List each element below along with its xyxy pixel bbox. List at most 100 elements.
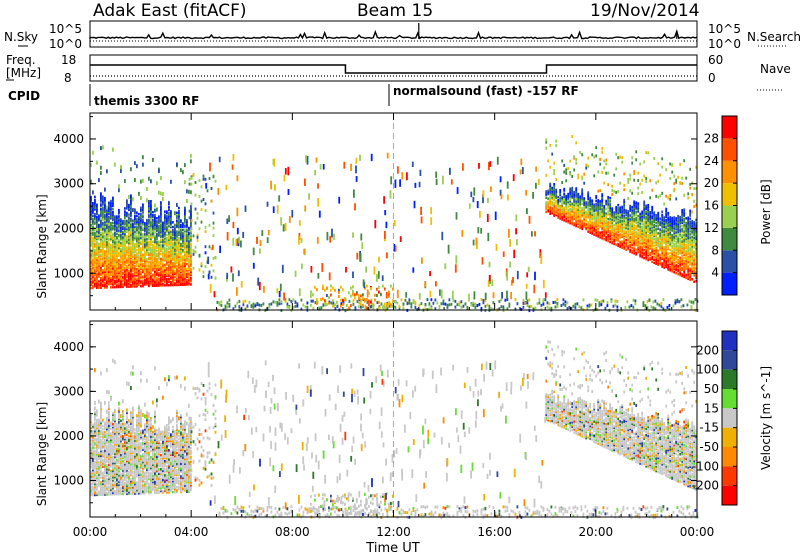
power-cell [625,239,628,242]
power-cell [565,195,568,198]
power-cell [535,166,537,172]
power-cell [128,274,130,277]
power-cell [92,217,94,221]
power-cell [625,221,628,225]
power-cell [623,206,626,210]
power-cell [563,206,566,210]
power-cell [595,223,598,226]
power-cell [104,187,106,192]
power-cell [661,238,664,242]
power-cell [683,227,686,230]
power-cell [186,250,188,253]
power-cell [296,304,299,308]
power-cell [651,229,654,232]
power-cell [655,235,658,239]
power-cell [681,224,684,228]
power-cell [625,224,628,228]
power-cell [140,217,142,221]
power-cell [176,222,178,226]
power-cell [657,238,660,241]
power-cell [144,267,146,271]
power-cell [190,182,193,186]
power-cell [605,221,608,225]
power-cell [557,205,560,208]
power-cell [100,280,102,283]
power-cell [134,219,136,222]
power-cell [180,220,182,224]
power-cell [623,208,626,211]
power-cell [106,243,108,247]
power-cell [675,272,678,275]
power-cell [577,195,580,199]
power-cell [571,222,574,226]
power-cell [188,245,190,249]
power-cell [228,303,231,306]
power-cell [90,213,92,216]
power-cell [597,189,600,193]
power-cell [166,269,168,273]
power-cell [164,241,166,245]
power-cell [484,304,487,308]
power-cell [150,254,152,258]
power-cell [138,281,140,285]
power-cell [94,214,96,217]
power-cell [631,230,634,234]
power-cell [166,266,168,270]
power-cell [104,275,106,278]
power-cell [120,251,122,254]
power-cell [665,221,668,225]
power-cell [146,280,148,283]
power-cell [154,246,156,250]
power-cell [166,268,168,271]
power-cell [687,251,690,254]
power-cell [316,288,318,292]
power-cell [474,302,477,306]
power-cell [679,234,682,238]
power-cell [641,219,644,223]
power-cell [689,241,692,244]
power-cell [633,223,636,227]
power-cell [190,276,192,280]
power-cell [102,280,104,283]
power-cell [675,178,678,182]
power-cell [158,265,160,268]
power-cell [555,178,558,181]
power-cell [587,211,590,215]
power-cell [649,236,652,239]
power-cell [569,159,572,163]
power-cell [695,228,698,231]
power-cell [338,291,340,294]
power-cell [164,252,166,256]
power-cell [665,242,668,245]
power-cell [631,208,634,212]
power-cell [132,224,134,227]
power-cell [683,260,686,263]
power-cell [567,202,570,205]
power-cell [683,235,686,238]
power-cell [102,201,104,205]
power-cell [178,274,180,277]
power-cell [657,249,660,252]
power-cell [256,303,259,306]
power-cell [674,301,677,305]
power-cell [677,246,680,249]
power-cell [90,249,92,252]
power-cell [675,220,678,223]
power-cell [639,231,642,234]
power-cell [140,214,142,217]
power-cell [98,256,100,260]
power-cell [144,256,146,260]
power-cell [98,283,100,286]
power-cell [112,207,114,211]
power-cell [621,219,624,223]
power-cell [144,261,146,264]
power-cell [673,236,676,240]
power-cell [176,236,178,240]
power-cell [254,304,257,308]
power-cell [126,229,128,232]
power-cell [156,226,158,229]
power-cell [639,220,642,223]
power-cell [242,303,245,307]
power-cell [96,206,98,210]
power-cell [671,267,674,270]
